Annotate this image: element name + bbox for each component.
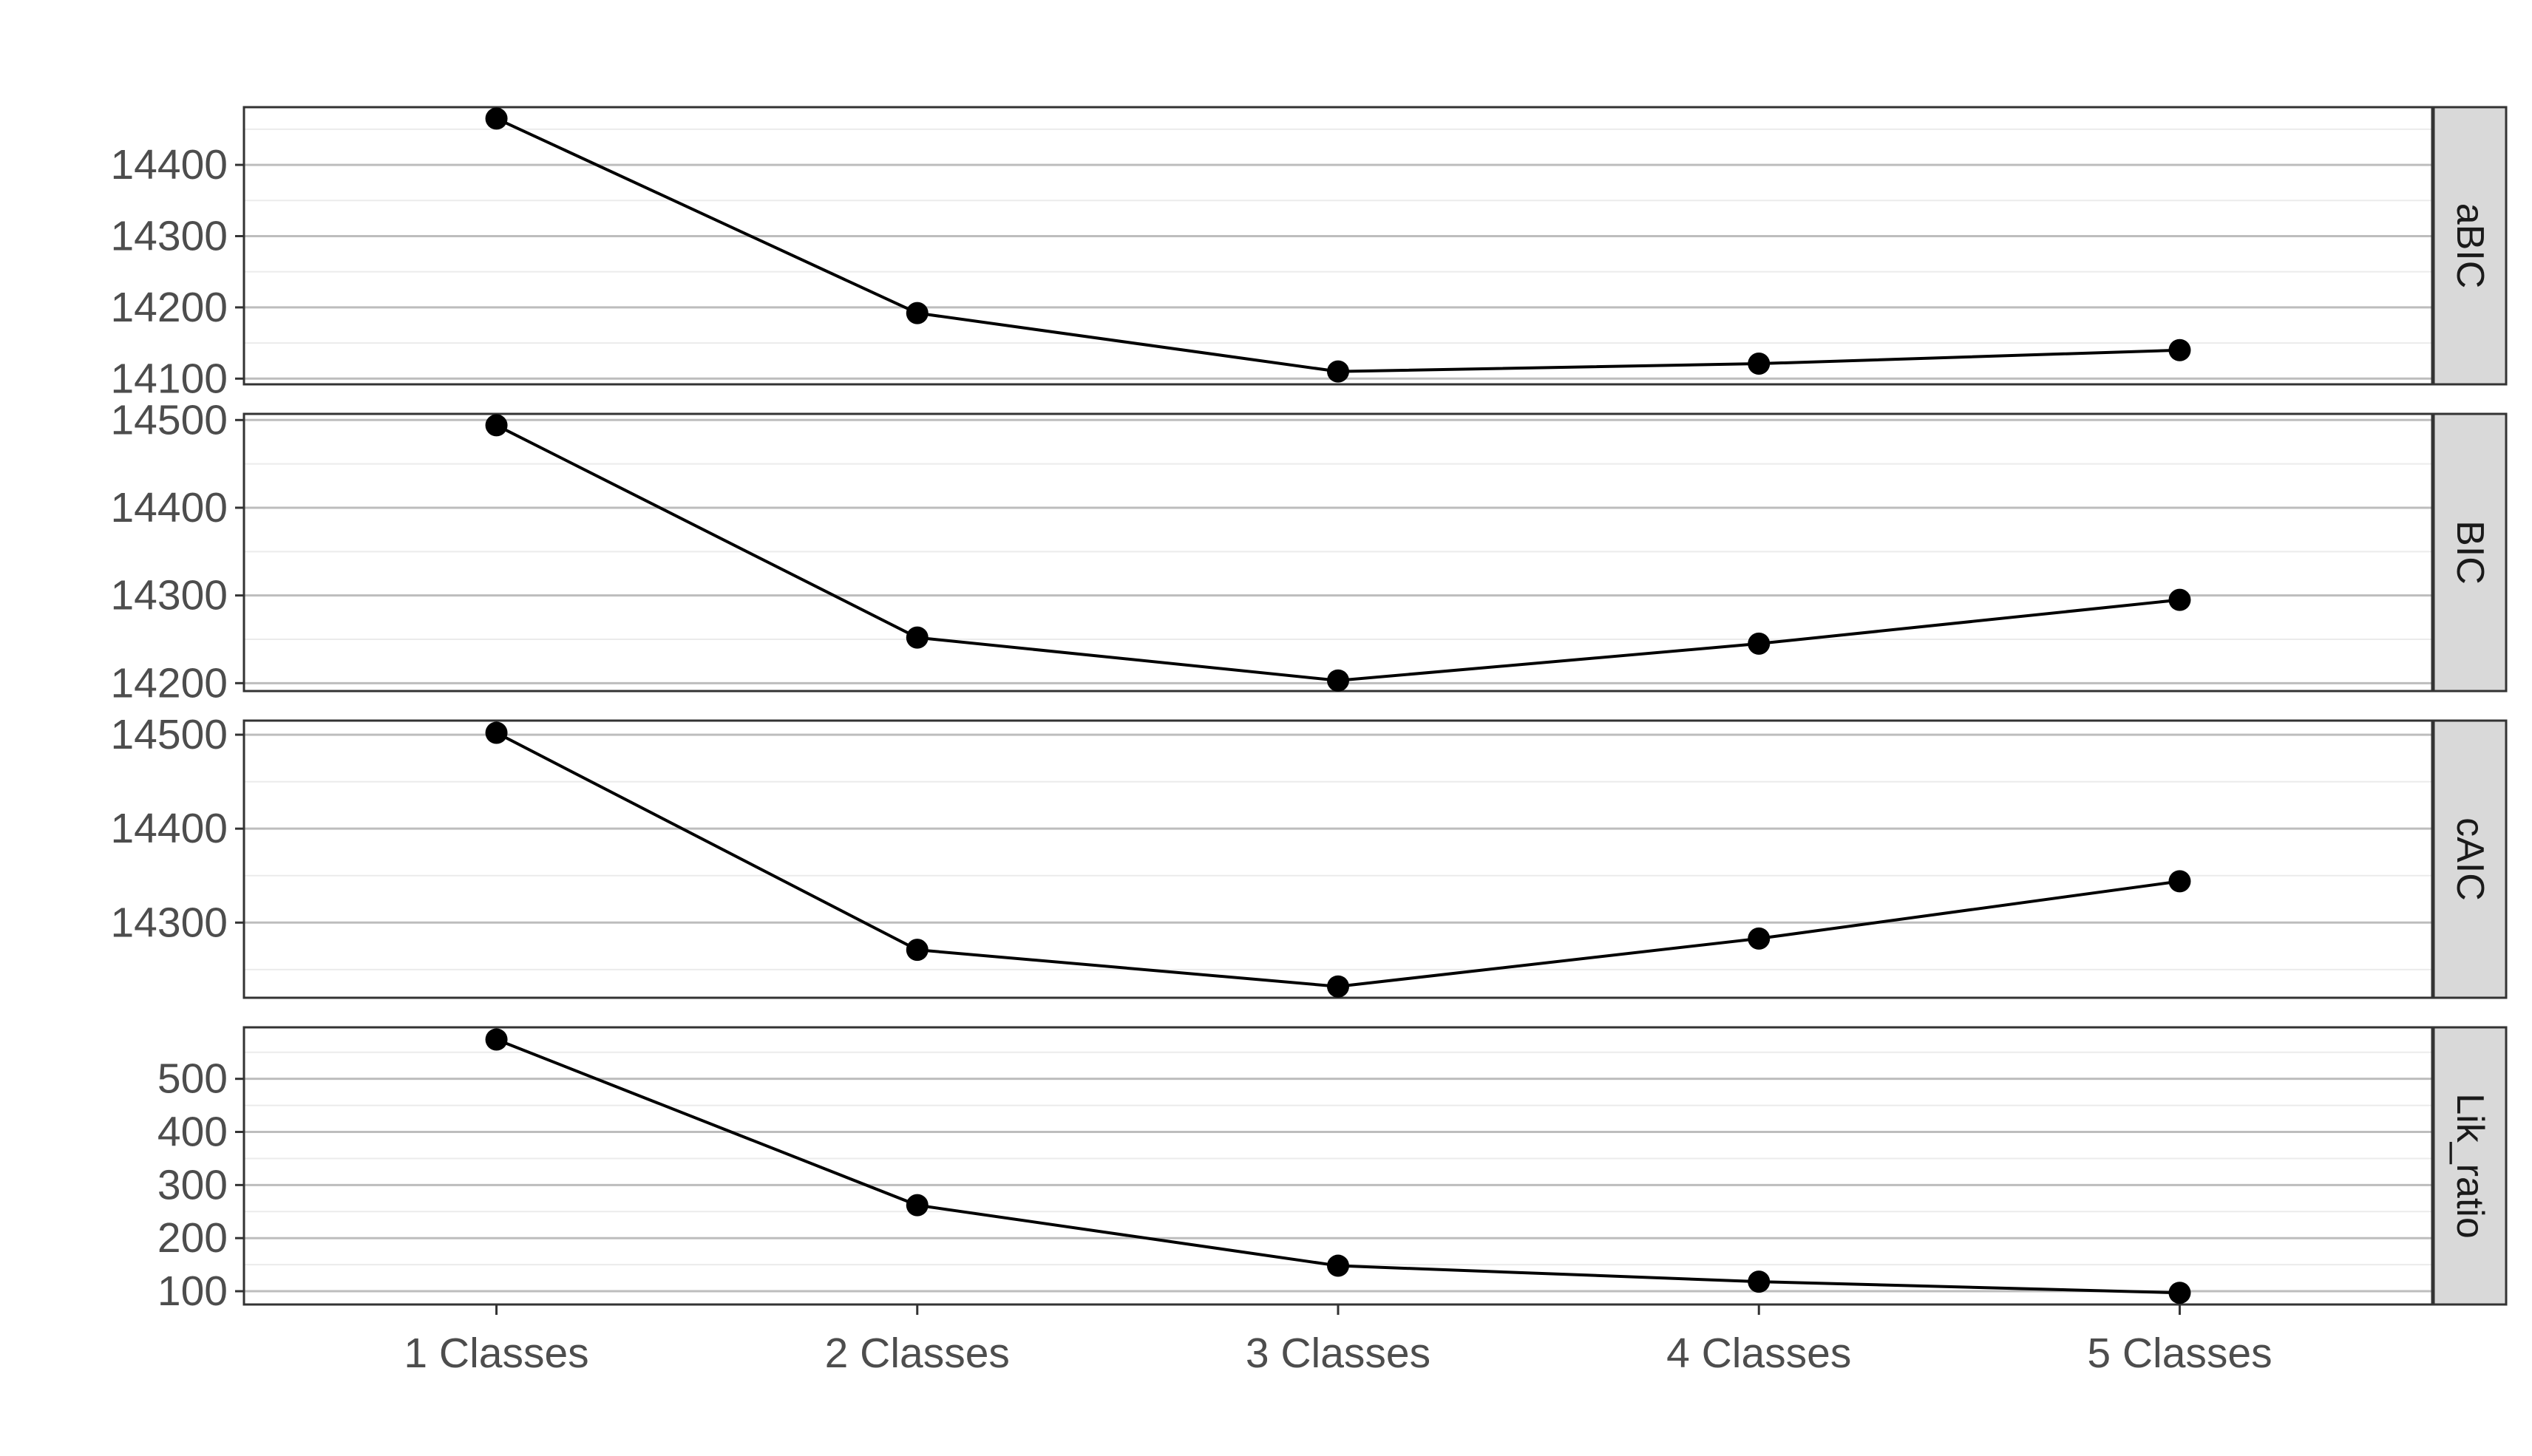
facet-strip xyxy=(2432,106,2508,386)
data-point xyxy=(2168,870,2191,893)
y-tick-label: 14500 xyxy=(110,396,228,443)
data-point xyxy=(1327,360,1349,383)
y-tick-label: 500 xyxy=(157,1055,228,1103)
facet-strip xyxy=(2432,1026,2508,1306)
y-tick-label: 400 xyxy=(157,1109,228,1156)
y-tick-label: 300 xyxy=(157,1161,228,1208)
data-point xyxy=(2168,1282,2191,1304)
y-tick-label: 14400 xyxy=(110,141,228,188)
data-point xyxy=(1327,669,1349,692)
data-point xyxy=(1748,927,1771,950)
y-tick-label: 14200 xyxy=(110,284,228,331)
facet-strip xyxy=(2432,412,2508,693)
data-point xyxy=(906,626,929,649)
data-point xyxy=(2168,588,2191,611)
y-tick-label: 200 xyxy=(157,1214,228,1262)
x-tick-label: 5 Classes xyxy=(2087,1330,2272,1377)
data-point xyxy=(485,414,508,437)
data-point xyxy=(1327,975,1349,998)
y-tick-label: 14300 xyxy=(110,572,228,619)
facet-panel-caic: 14300 14400 14500 cAIC xyxy=(110,711,2508,999)
facet-panel-abic: 14100 14200 14300 14400 aBIC xyxy=(110,106,2508,402)
x-tick-label: 1 Classes xyxy=(404,1330,588,1377)
facet-strip-label: BIC xyxy=(2448,520,2491,585)
data-point xyxy=(1748,632,1771,655)
panel-border xyxy=(242,719,2434,999)
data-point xyxy=(1327,1254,1349,1277)
data-point xyxy=(485,721,508,744)
panel-background xyxy=(244,721,2432,998)
y-tick-label: 14400 xyxy=(110,805,228,852)
facet-strip-label: aBIC xyxy=(2448,203,2491,289)
facet-panel-lik_ratio: 100 200 300 400 500 Lik_ratio xyxy=(157,1026,2508,1315)
y-tick-label: 14300 xyxy=(110,212,228,259)
facet-strip xyxy=(2432,719,2508,999)
facet-strip-label: cAIC xyxy=(2448,817,2491,901)
data-point xyxy=(485,107,508,130)
panel-background xyxy=(244,107,2432,384)
y-tick-label: 100 xyxy=(157,1268,228,1315)
panel-background xyxy=(244,414,2432,691)
data-point xyxy=(2168,339,2191,361)
y-tick-label: 14100 xyxy=(110,355,228,402)
facet-panels: 14100142001430014400aBIC1420014300144001… xyxy=(110,106,2508,1315)
facet-panel-bic: 14200 14300 14400 14500 BIC xyxy=(110,396,2508,707)
x-tick-label: 3 Classes xyxy=(1246,1330,1430,1377)
data-point xyxy=(906,302,929,324)
data-point xyxy=(1748,353,1771,375)
y-tick-label: 14500 xyxy=(110,711,228,758)
x-axis: 1 Classes 2 Classes 3 Classes 4 Classes 5 Cl… xyxy=(404,1304,2273,1377)
data-point xyxy=(906,1194,929,1217)
facet-strip-label: Lik_ratio xyxy=(2448,1093,2491,1239)
data-point xyxy=(1748,1270,1771,1293)
data-point xyxy=(485,1028,508,1051)
y-tick-label: 14400 xyxy=(110,484,228,531)
x-tick-label: 4 Classes xyxy=(1666,1330,1851,1377)
y-tick-label: 14300 xyxy=(110,899,228,946)
data-point xyxy=(906,939,929,962)
x-tick-label: 2 Classes xyxy=(825,1330,1010,1377)
panel-border xyxy=(242,106,2434,386)
y-tick-label: 14200 xyxy=(110,659,228,707)
